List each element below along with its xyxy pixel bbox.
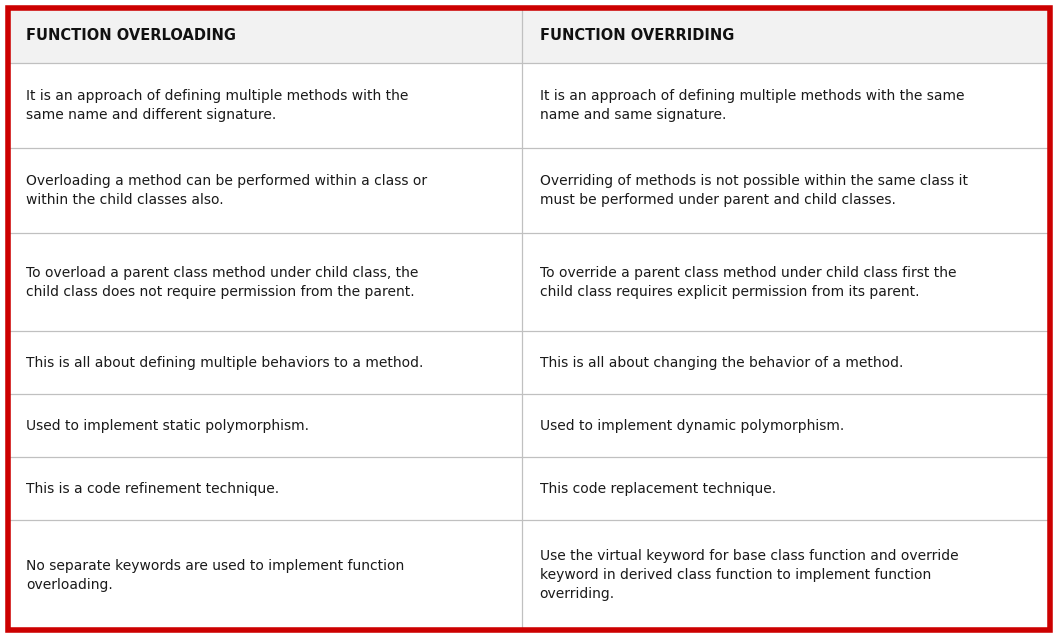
Text: FUNCTION OVERLOADING: FUNCTION OVERLOADING bbox=[26, 28, 236, 43]
Text: No separate keywords are used to implement function
overloading.: No separate keywords are used to impleme… bbox=[26, 559, 404, 591]
Bar bbox=[8, 148, 1050, 233]
Bar bbox=[8, 63, 1050, 148]
Text: Use the virtual keyword for base class function and override
keyword in derived : Use the virtual keyword for base class f… bbox=[540, 549, 959, 601]
Text: To overload a parent class method under child class, the
child class does not re: To overload a parent class method under … bbox=[26, 265, 418, 299]
Text: FUNCTION OVERRIDING: FUNCTION OVERRIDING bbox=[540, 28, 734, 43]
Bar bbox=[8, 457, 1050, 521]
Bar bbox=[8, 394, 1050, 457]
Text: Used to implement dynamic polymorphism.: Used to implement dynamic polymorphism. bbox=[540, 419, 844, 433]
Bar bbox=[8, 521, 1050, 630]
Text: Overloading a method can be performed within a class or
within the child classes: Overloading a method can be performed wi… bbox=[26, 174, 427, 207]
Bar bbox=[8, 331, 1050, 394]
Text: This code replacement technique.: This code replacement technique. bbox=[540, 482, 776, 496]
Text: This is all about defining multiple behaviors to a method.: This is all about defining multiple beha… bbox=[26, 356, 423, 370]
Text: Used to implement static polymorphism.: Used to implement static polymorphism. bbox=[26, 419, 309, 433]
Bar bbox=[8, 8, 1050, 63]
Text: This is a code refinement technique.: This is a code refinement technique. bbox=[26, 482, 279, 496]
Text: Overriding of methods is not possible within the same class it
must be performed: Overriding of methods is not possible wi… bbox=[540, 174, 968, 207]
Text: To override a parent class method under child class first the
child class requir: To override a parent class method under … bbox=[540, 265, 956, 299]
Text: This is all about changing the behavior of a method.: This is all about changing the behavior … bbox=[540, 356, 904, 370]
Text: It is an approach of defining multiple methods with the same
name and same signa: It is an approach of defining multiple m… bbox=[540, 89, 964, 122]
Text: It is an approach of defining multiple methods with the
same name and different : It is an approach of defining multiple m… bbox=[26, 89, 408, 122]
Bar bbox=[8, 233, 1050, 331]
